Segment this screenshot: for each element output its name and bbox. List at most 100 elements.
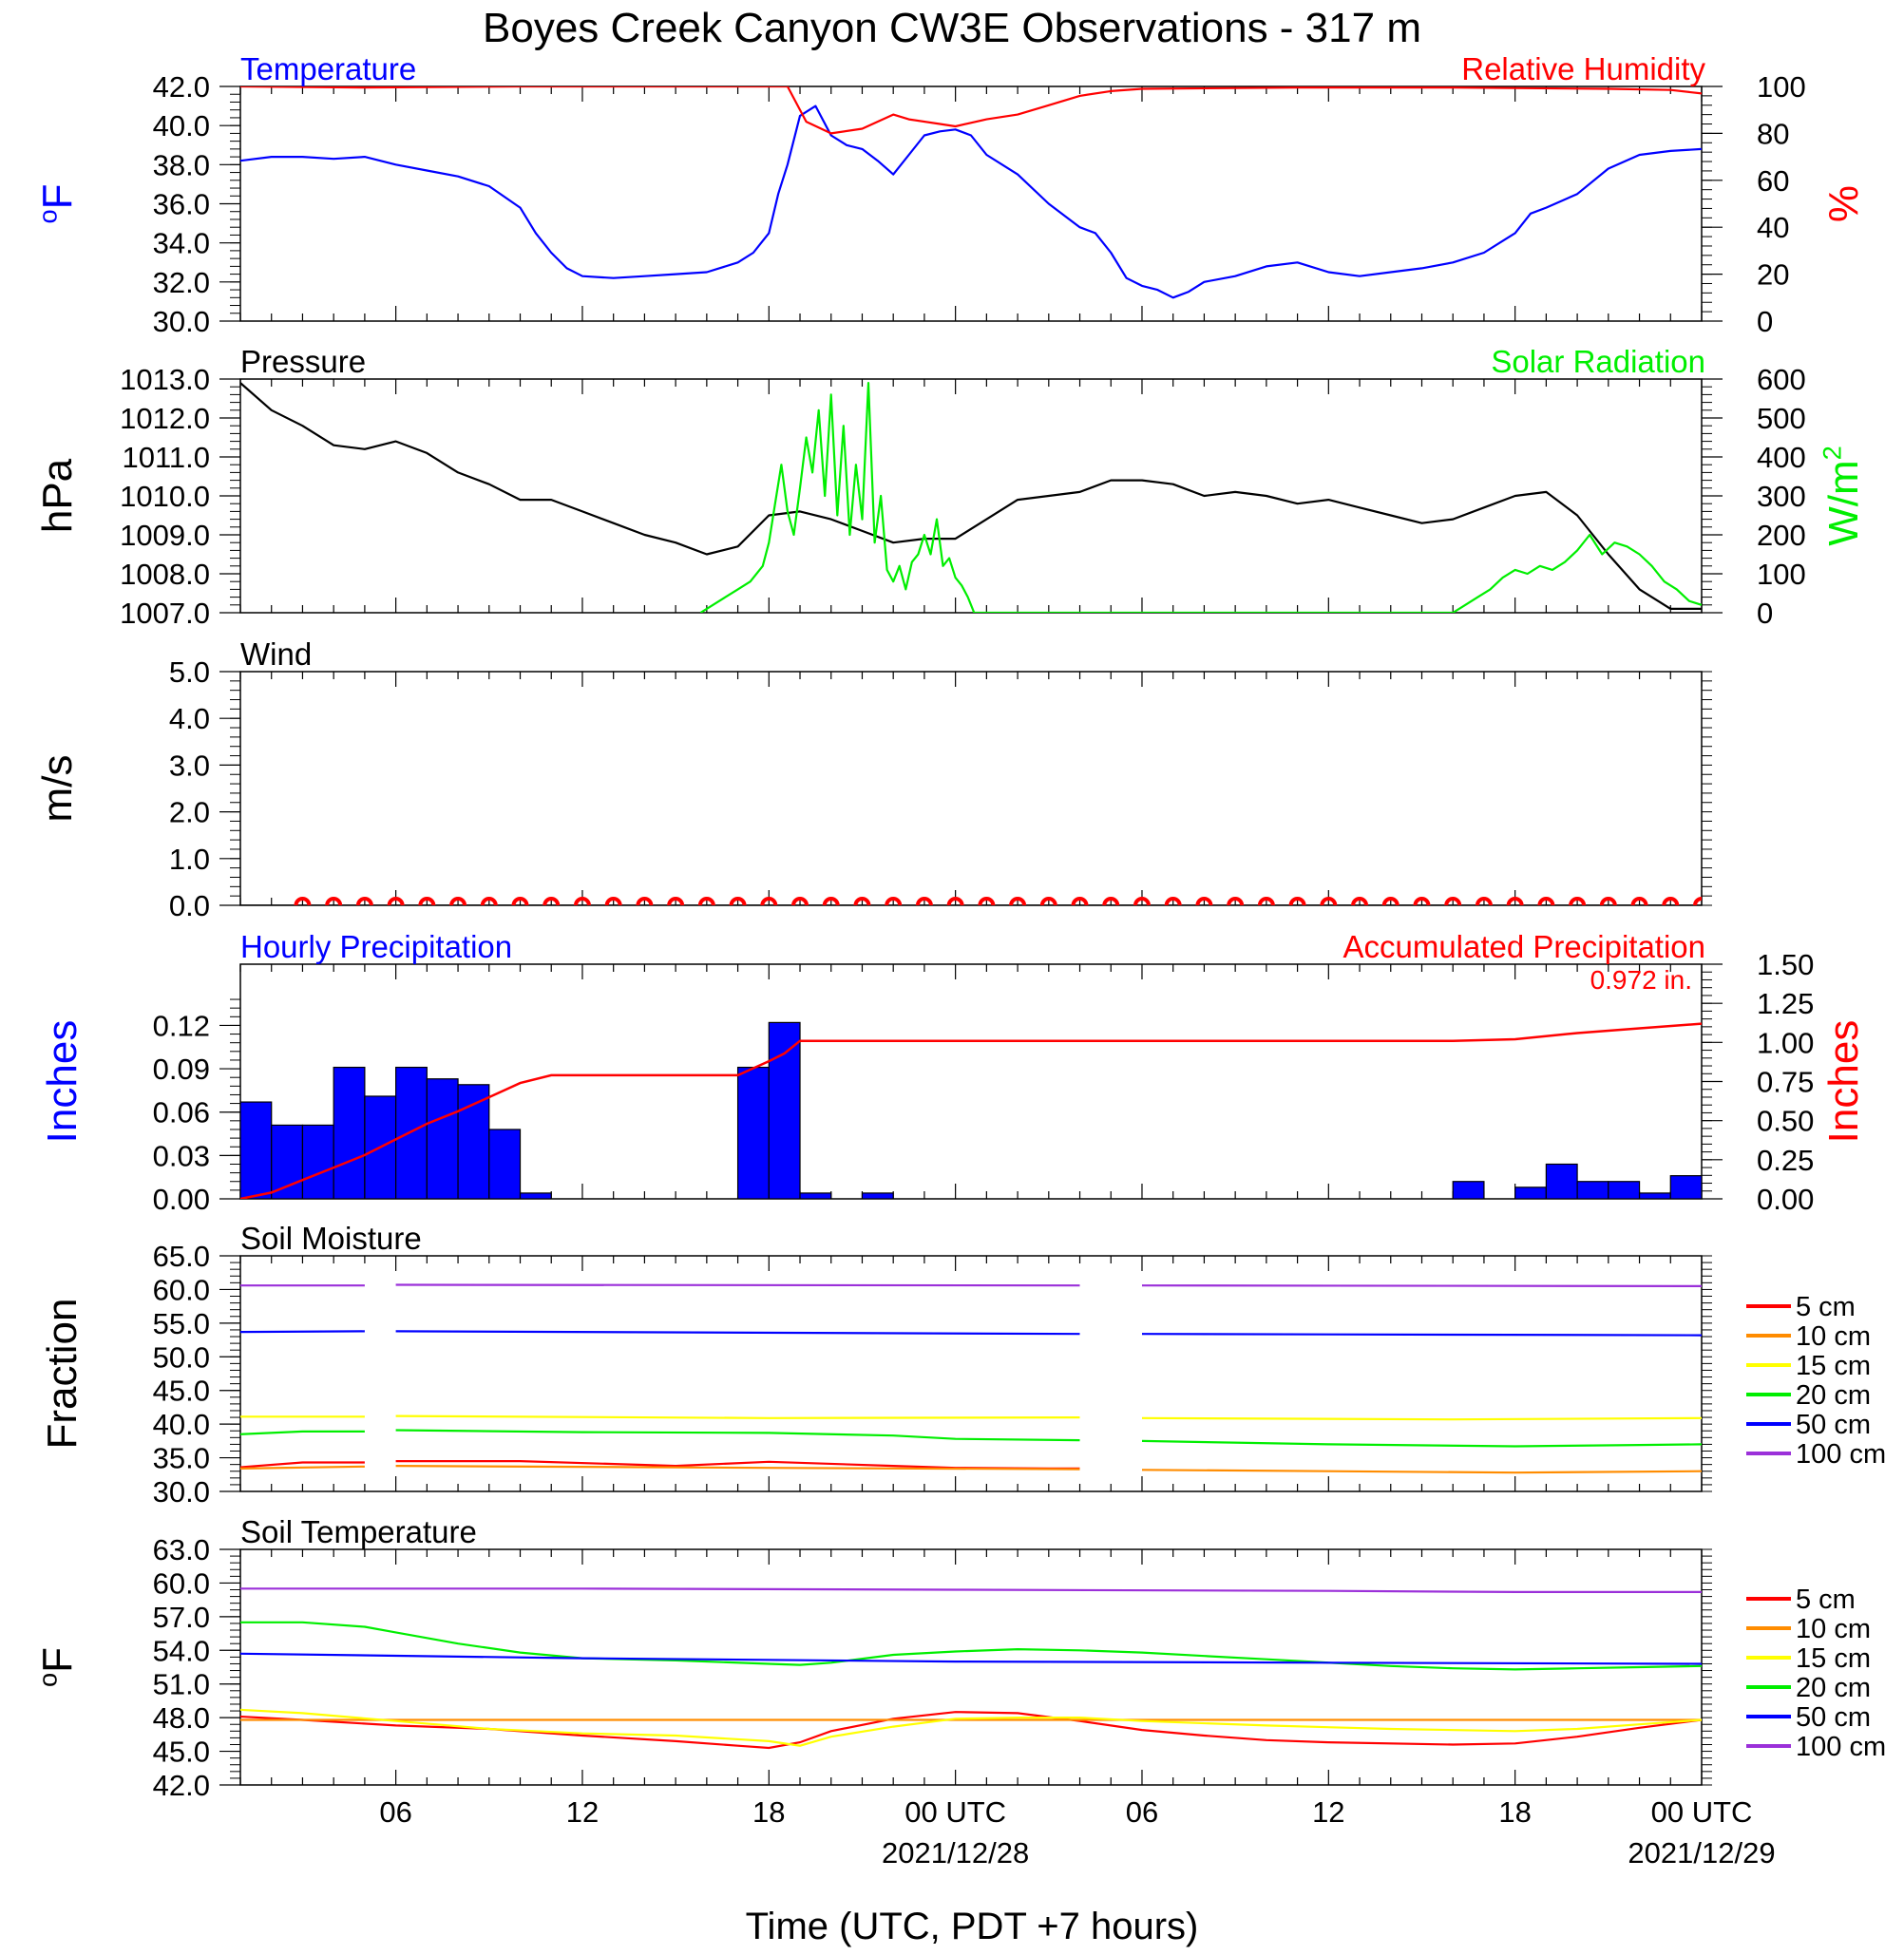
- wind-point: [1662, 897, 1680, 905]
- y-axis-title-right: Inches: [1820, 1020, 1867, 1144]
- precip-bar: [1669, 1175, 1702, 1199]
- series-line-100cm: [240, 1587, 1702, 1593]
- x-tick-label: 18: [1498, 1795, 1531, 1829]
- x-date-label: 2021/12/29: [1628, 1836, 1775, 1870]
- panel-pressure_solar: 1013.0 1012.0 1011.0 1010.0 1009.0 1008.0 1007…: [34, 344, 1867, 630]
- wind-point: [449, 897, 467, 905]
- y-axis-title-left: Inches: [39, 1020, 86, 1144]
- wind-point: [1413, 897, 1431, 905]
- panel-label-left: Soil Temperature: [240, 1514, 477, 1549]
- y-axis-title-left: oF: [33, 183, 81, 223]
- y-right-tick-label: 40: [1757, 211, 1789, 244]
- panel-wind: 5.0 4.0 3.0 2.0 1.0 0.0 Wind m/s: [34, 636, 1712, 922]
- series-line-20cm: [240, 1621, 1702, 1671]
- precip-bar: [395, 1066, 428, 1199]
- panel-label-right: Relative Humidity: [1461, 51, 1705, 86]
- series-line-10cm: [240, 1465, 1702, 1474]
- y-tick-label: 65.0: [153, 1240, 210, 1273]
- legend-label: 10 cm: [1796, 1614, 1871, 1644]
- plot-area: [240, 897, 1702, 905]
- legend-label: 50 cm: [1796, 1410, 1871, 1440]
- wind-point: [822, 897, 840, 905]
- y-tick-label: 0.0: [169, 889, 210, 922]
- wind-point: [978, 897, 996, 905]
- x-tick-label: 00 UTC: [904, 1795, 1006, 1829]
- precip-bar: [240, 1151, 241, 1199]
- y-right-tick-label: 600: [1757, 363, 1806, 396]
- y-right-tick-label: 0: [1757, 305, 1773, 338]
- y-tick-label: 42.0: [153, 70, 210, 104]
- wind-point: [1257, 897, 1275, 905]
- panel-label-left: Pressure: [240, 344, 366, 379]
- y-right-tick-label: 1.25: [1757, 987, 1814, 1020]
- y-right-tick-label: 200: [1757, 519, 1806, 552]
- y-right-tick-label: 300: [1757, 480, 1806, 513]
- y-tick-label: 2.0: [169, 796, 210, 829]
- series-line-15cm: [240, 1414, 1702, 1421]
- y-axis-title-left: Fraction: [39, 1299, 86, 1450]
- series-line-solar-radiation: [699, 382, 1702, 613]
- precip-bar: [240, 1101, 273, 1199]
- y-tick-label: 34.0: [153, 227, 210, 260]
- wind-point: [511, 897, 529, 905]
- x-tick-label: 12: [1312, 1795, 1344, 1829]
- y-tick-label: 1012.0: [120, 402, 210, 435]
- wind-point: [1351, 897, 1369, 905]
- y-tick-label: 3.0: [169, 749, 210, 782]
- panel-soil_moisture: 65.060.055.050.045.040.035.030.0 Soil Moi…: [39, 1221, 1886, 1509]
- wind-point: [1444, 897, 1462, 905]
- wind-point: [1164, 897, 1182, 905]
- wind-point: [1569, 897, 1587, 905]
- x-tick-label: 06: [1126, 1795, 1158, 1829]
- plot-area: [240, 1021, 1702, 1199]
- wind-point: [1195, 897, 1213, 905]
- panel-label-right: Solar Radiation: [1491, 344, 1705, 379]
- y-tick-label: 45.0: [153, 1375, 210, 1408]
- wind-point: [1009, 897, 1027, 905]
- legend-label: 15 cm: [1796, 1351, 1871, 1381]
- series-line-5cm: [240, 1711, 1702, 1750]
- y-axis-title-right: %: [1820, 185, 1867, 222]
- y-tick-label: 30.0: [153, 305, 210, 338]
- wind-point: [604, 897, 622, 905]
- y-tick-label: 63.0: [153, 1533, 210, 1566]
- y-tick-label: 50.0: [153, 1340, 210, 1374]
- precip-bar: [736, 1066, 770, 1199]
- series-line-15cm: [240, 1708, 1702, 1747]
- precip-bar: [426, 1078, 459, 1199]
- wind-point: [667, 897, 685, 905]
- wind-point: [355, 897, 373, 905]
- series-line-100cm: [240, 1283, 1702, 1287]
- wind-point: [573, 897, 591, 905]
- precip-bar: [301, 1124, 334, 1199]
- y-tick-label: 0.06: [153, 1096, 210, 1129]
- precip-bar: [333, 1066, 366, 1199]
- y-tick-label: 0.03: [153, 1139, 210, 1172]
- series-line-temperature: [240, 104, 1702, 299]
- accumulated-total-label: 0.972 in.: [1590, 965, 1692, 995]
- y-tick-label: 36.0: [153, 188, 210, 221]
- precip-bar: [799, 1192, 832, 1199]
- y-right-tick-label: 100: [1757, 558, 1806, 591]
- precip-bar: [861, 1192, 894, 1199]
- wind-point: [1227, 897, 1245, 905]
- plot-frame: [239, 671, 1703, 906]
- plot-area: [240, 1587, 1702, 1750]
- legend-label: 10 cm: [1796, 1321, 1871, 1352]
- wind-point: [697, 897, 715, 905]
- x-axis-title: Time (UTC, PDT +7 hours): [746, 1906, 1199, 1947]
- y-tick-label: 5.0: [169, 655, 210, 689]
- y-tick-label: 42.0: [153, 1769, 210, 1802]
- y-tick-label: 1010.0: [120, 480, 210, 513]
- wind-point: [729, 897, 747, 905]
- y-tick-label: 1011.0: [122, 441, 210, 474]
- y-right-tick-label: 60: [1757, 164, 1789, 198]
- y-tick-label: 35.0: [153, 1442, 210, 1475]
- y-tick-label: 0.09: [153, 1053, 210, 1086]
- wind-point: [387, 897, 405, 905]
- wind-point: [1506, 897, 1524, 905]
- wind-point: [1071, 897, 1089, 905]
- y-right-tick-label: 1.50: [1757, 948, 1814, 981]
